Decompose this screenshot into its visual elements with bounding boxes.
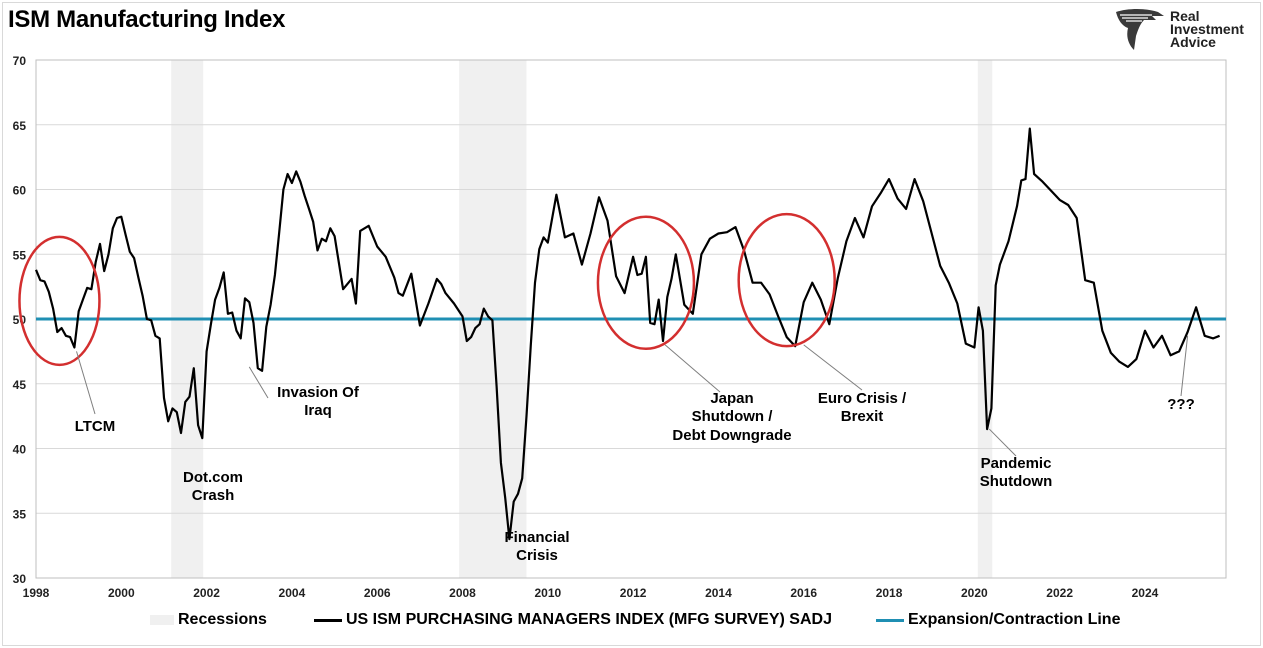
legend-swatch-recessions bbox=[150, 615, 174, 625]
chart-title: ISM Manufacturing Index bbox=[8, 6, 286, 33]
annotation-pandemic-2: Shutdown bbox=[980, 473, 1052, 490]
annotation-question: ??? bbox=[1167, 396, 1195, 413]
x-tick-label-2008: 2008 bbox=[449, 586, 476, 600]
leader-line-japan bbox=[664, 344, 721, 393]
leader-line-euro bbox=[803, 344, 863, 391]
leader-line-question bbox=[1180, 335, 1189, 397]
leader-line-iraq bbox=[248, 366, 269, 399]
x-tick-label-2020: 2020 bbox=[961, 586, 988, 600]
annotation-financial-1: Financial bbox=[504, 529, 569, 546]
legend-label-series: US ISM PURCHASING MANAGERS INDEX (MFG SU… bbox=[346, 611, 832, 628]
annotation-iraq-2: Iraq bbox=[304, 402, 332, 419]
annotation-pandemic-1: Pandemic bbox=[981, 455, 1052, 472]
brand-name: Real Investment Advice bbox=[1170, 8, 1244, 50]
legend-label-expansion: Expansion/Contraction Line bbox=[908, 611, 1121, 628]
annotations: LTCM Dot.com Crash Invasion Of Iraq Fina… bbox=[75, 384, 1195, 564]
y-tick-label-60: 60 bbox=[13, 184, 27, 198]
highlight-circle-japan bbox=[596, 215, 696, 350]
x-axis-ticks: 1998 2000 2002 2004 2006 2008 2010 2012 2014 2016… bbox=[23, 586, 1159, 600]
x-tick-label-2018: 2018 bbox=[876, 586, 903, 600]
x-tick-label-2004: 2004 bbox=[279, 586, 306, 600]
x-tick-label-2016: 2016 bbox=[790, 586, 817, 600]
leader-line-pandemic bbox=[988, 428, 1017, 457]
y-tick-label-55: 55 bbox=[13, 248, 27, 262]
annotation-iraq-1: Invasion Of bbox=[277, 384, 360, 401]
x-tick-label-2006: 2006 bbox=[364, 586, 391, 600]
annotation-leaders bbox=[76, 335, 1189, 457]
x-tick-label-2022: 2022 bbox=[1046, 586, 1073, 600]
legend-label-recessions: Recessions bbox=[178, 611, 267, 628]
annotation-dotcom-1: Dot.com bbox=[183, 469, 243, 486]
eagle-head-icon bbox=[1116, 9, 1164, 50]
annotation-euro-1: Euro Crisis / bbox=[818, 390, 907, 407]
legend-swatch-series bbox=[314, 618, 342, 622]
x-tick-label-2010: 2010 bbox=[534, 586, 561, 600]
annotation-dotcom-2: Crash bbox=[192, 487, 235, 504]
y-tick-label-30: 30 bbox=[13, 572, 27, 586]
x-tick-label-1998: 1998 bbox=[23, 586, 50, 600]
legend-swatch-expansion bbox=[876, 618, 904, 622]
brand-line-3: Advice bbox=[1170, 34, 1216, 50]
y-tick-label-45: 45 bbox=[13, 378, 27, 392]
annotation-japan-2: Shutdown / bbox=[692, 408, 774, 425]
brand-line-2: Investment bbox=[1170, 21, 1244, 37]
annotation-ltcm: LTCM bbox=[75, 418, 116, 435]
y-tick-label-70: 70 bbox=[13, 54, 27, 68]
x-tick-label-2012: 2012 bbox=[620, 586, 647, 600]
y-tick-label-35: 35 bbox=[13, 507, 27, 521]
brand-line-1: Real bbox=[1170, 8, 1200, 24]
annotation-financial-2: Crisis bbox=[516, 547, 558, 564]
legend-item-expansion: Expansion/Contraction Line bbox=[876, 611, 1120, 629]
x-tick-label-2000: 2000 bbox=[108, 586, 135, 600]
chart-legend: Recessions US ISM PURCHASING MANAGERS IN… bbox=[0, 611, 1263, 633]
annotation-euro-2: Brexit bbox=[841, 408, 884, 425]
highlight-circle-euro bbox=[737, 212, 836, 348]
highlight-circles bbox=[18, 212, 836, 367]
legend-item-recessions: Recessions bbox=[150, 611, 267, 629]
brand-logo: Real Investment Advice bbox=[1112, 6, 1262, 54]
y-tick-label-40: 40 bbox=[13, 443, 27, 457]
ism-series-group bbox=[34, 127, 1221, 541]
legend-item-series: US ISM PURCHASING MANAGERS INDEX (MFG SU… bbox=[314, 611, 832, 629]
annotation-japan-1: Japan bbox=[710, 390, 753, 407]
x-tick-label-2024: 2024 bbox=[1132, 586, 1159, 600]
annotation-japan-3: Debt Downgrade bbox=[672, 427, 791, 444]
leader-line-ltcm bbox=[76, 351, 96, 415]
x-tick-label-2002: 2002 bbox=[193, 586, 220, 600]
ism-series-line bbox=[34, 127, 1221, 541]
y-tick-label-65: 65 bbox=[13, 119, 27, 133]
highlight-circle-ltcm bbox=[18, 235, 101, 367]
x-tick-label-2014: 2014 bbox=[705, 586, 732, 600]
